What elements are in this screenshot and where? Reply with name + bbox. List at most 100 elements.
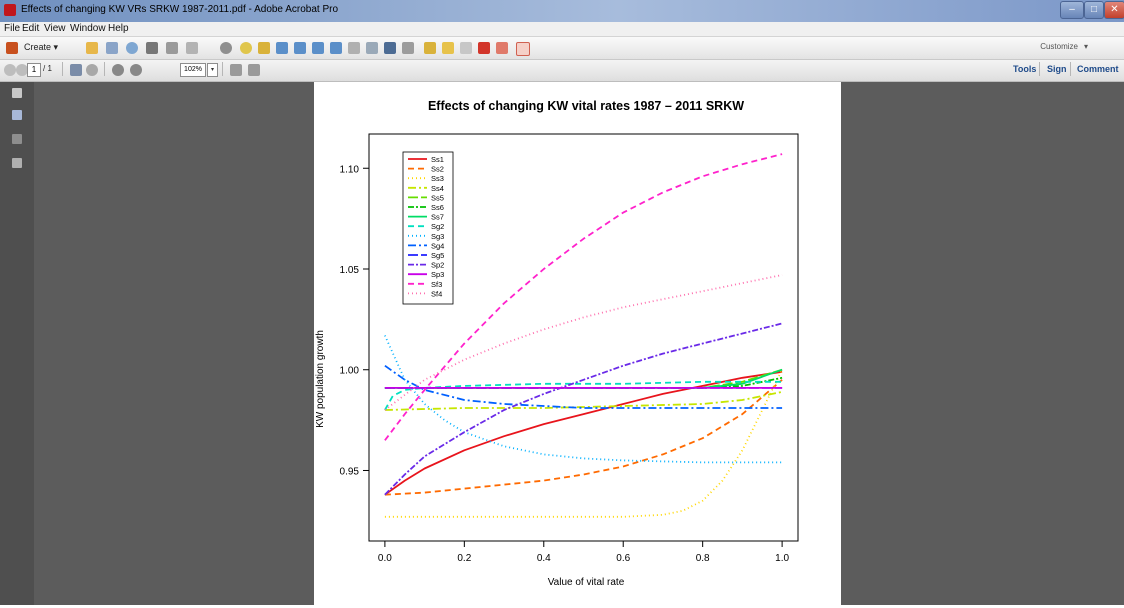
y-tick-label: 0.95 [340,466,360,477]
page-number-input[interactable]: 1 [27,63,41,77]
open-icon[interactable] [86,42,98,54]
tab-sign[interactable]: Sign [1047,64,1067,74]
series-line-sf4 [384,274,783,411]
series-line-sg2 [384,380,783,411]
tab-comment[interactable]: Comment [1077,64,1119,74]
legend-label-sp2: Sp2 [431,261,444,270]
window-title-bar: Effects of changing KW VRs SRKW 1987-201… [0,0,1124,22]
edit-icon[interactable] [166,42,178,54]
y-tick-label: 1.10 [340,164,360,175]
legend-label-ss2: Ss2 [431,165,444,174]
sign-icon[interactable] [442,42,454,54]
toolbar-separator [222,62,223,76]
bookmarks-icon[interactable] [12,110,22,120]
toolbar-separator [1070,62,1071,76]
rectangle-icon[interactable] [516,42,530,56]
toolbar-separator [104,62,105,76]
x-tick-label: 0.6 [616,553,630,564]
email-icon[interactable] [186,42,198,54]
text-icon[interactable] [348,42,360,54]
form-icon[interactable] [366,42,378,54]
legend-label-sf4: Sf4 [431,289,442,298]
toolbar-separator [62,62,63,76]
legend-label-sf3: Sf3 [431,280,442,289]
prev-page-icon[interactable] [4,64,16,76]
series-line-sp2 [384,322,783,496]
zoom-out-icon[interactable] [112,64,124,76]
series-line-sg4 [384,364,783,409]
legend-label-ss7: Ss7 [431,213,444,222]
fit-page-icon[interactable] [248,64,260,76]
chart-title: Effects of changing KW vital rates 1987 … [428,99,744,113]
legend-label-sg4: Sg4 [431,241,444,250]
plot-area: 0.0 0.2 0.4 0.6 0.8 1.0 0.95 1.00 1.05 1.10 Ss1Ss2… [340,133,799,564]
y-tick-label: 1.00 [340,366,360,377]
attach-icon[interactable] [424,42,436,54]
series-line-ss4 [384,391,783,411]
shape-icon[interactable] [496,42,508,54]
menu-help[interactable]: Help [108,23,129,34]
main-toolbar: Create ▾ Customize ▾ [0,37,1124,60]
series-line-sg3 [384,335,783,464]
series-line-ss1 [384,370,783,496]
y-axis-label: KW population growth [315,330,326,428]
customize-arrow-icon[interactable]: ▾ [1083,42,1088,51]
legend-box [402,151,454,305]
menu-file[interactable]: File [4,23,21,34]
select-icon[interactable] [70,64,82,76]
attachments-icon[interactable] [12,134,22,144]
page-total: / 1 [43,64,52,73]
minimize-button[interactable]: – [1060,1,1084,19]
maximize-button[interactable]: □ [1084,1,1104,19]
combine-icon[interactable] [294,42,306,54]
next-page-icon[interactable] [16,64,28,76]
pencil-icon[interactable] [460,42,472,54]
hand-icon[interactable] [86,64,98,76]
x-tick-label: 0.2 [457,553,471,564]
create-icon [6,42,18,54]
create-button[interactable]: Create ▾ [24,42,59,52]
print-icon[interactable] [146,42,158,54]
stamp-icon[interactable] [258,42,270,54]
y-tick-label: 1.05 [340,265,360,276]
x-tick-label: 0.4 [537,553,551,564]
save-icon[interactable] [106,42,118,54]
x-tick-label: 1.0 [775,553,789,564]
protect-icon[interactable] [330,42,342,54]
legend-label-ss1: Ss1 [431,155,444,164]
close-button[interactable]: ✕ [1104,1,1124,19]
acrobat-icon [4,4,16,16]
pages-icon[interactable] [12,88,22,98]
pdf-page: Effects of changing KW vital rates 1987 … [314,82,841,605]
comment-icon[interactable] [240,42,252,54]
highlight-icon[interactable] [402,42,414,54]
export-icon[interactable] [276,42,288,54]
gear-icon[interactable] [220,42,232,54]
redact-icon[interactable] [384,42,396,54]
legend-label-ss5: Ss5 [431,193,444,202]
legend-label-sp3: Sp3 [431,270,444,279]
signatures-icon[interactable] [12,158,22,168]
legend-label-ss6: Ss6 [431,203,444,212]
line-chart: Effects of changing KW vital rates 1987 … [315,99,799,588]
toolbar-separator [1039,62,1040,76]
menu-view[interactable]: View [44,23,66,34]
tab-tools[interactable]: Tools [1013,64,1037,74]
window-title: Effects of changing KW VRs SRKW 1987-201… [21,4,339,15]
fit-width-icon[interactable] [230,64,242,76]
eraser-icon[interactable] [478,42,490,54]
navigation-bar: 1 / 1 102% ▾ Tools Sign Comment [0,60,1124,82]
menu-edit[interactable]: Edit [22,23,40,34]
zoom-dropdown-arrow[interactable]: ▾ [207,63,218,77]
zoom-in-icon[interactable] [130,64,142,76]
zoom-level-input[interactable]: 102% [180,63,206,77]
menu-window[interactable]: Window [70,23,106,34]
legend-label-sg2: Sg2 [431,222,444,231]
plot-frame [368,133,799,542]
series-line-ss3 [384,369,783,518]
cloud-icon[interactable] [126,42,138,54]
menu-bar: File Edit View Window Help [0,22,1124,37]
scan-icon[interactable] [312,42,324,54]
customize-button[interactable]: Customize [1040,42,1078,51]
legend-label-ss4: Ss4 [431,184,444,193]
